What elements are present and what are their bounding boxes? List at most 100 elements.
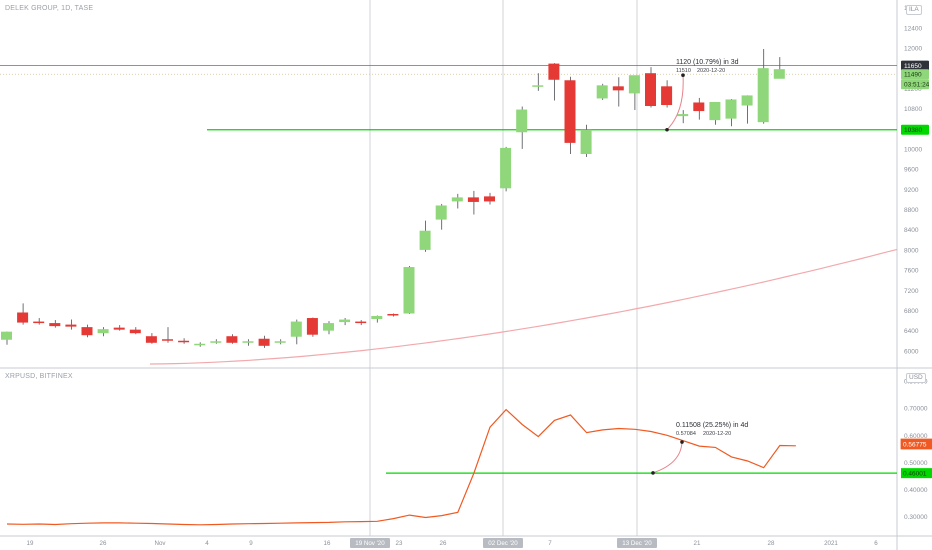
support-price-tag-bottom-bg bbox=[901, 468, 932, 479]
candle-body bbox=[242, 341, 254, 343]
moving-average-line bbox=[149, 248, 898, 365]
y-tick-label-top: 8000 bbox=[904, 247, 919, 254]
y-tick-label-bottom: 0.60000 bbox=[904, 433, 928, 440]
x-tick-label: 16 bbox=[324, 540, 331, 547]
last-price-tag: 11490 bbox=[904, 72, 922, 79]
x-tick-label: 28 bbox=[768, 540, 775, 547]
candle-body bbox=[355, 321, 367, 324]
candle-body bbox=[274, 341, 286, 343]
measure-label-bottom: 0.11508 (25.25%) in 4d bbox=[676, 422, 748, 429]
y-tick-label-top: 8400 bbox=[904, 227, 919, 234]
x-tick-label: 6 bbox=[874, 540, 878, 547]
y-tick-label-top: 10800 bbox=[904, 106, 922, 113]
projection-curve-top bbox=[666, 75, 684, 131]
x-tick-label: 21 bbox=[694, 540, 701, 547]
candle-body bbox=[81, 327, 93, 336]
measure-sublabel-value-bottom: 0.57084 bbox=[676, 431, 696, 437]
candle-body bbox=[194, 343, 206, 346]
y-tick-label-top: 6400 bbox=[904, 328, 919, 335]
y-tick-label-bottom: 0.70000 bbox=[904, 406, 928, 413]
support-price-tag-top: 10380 bbox=[904, 127, 922, 134]
measure-label-top: 1120 (10.79%) in 3d bbox=[676, 59, 739, 66]
x-tick-highlight-bg bbox=[350, 538, 390, 548]
candle-body bbox=[596, 85, 608, 99]
candle-body bbox=[628, 75, 640, 94]
candle-body bbox=[33, 321, 45, 324]
projection-curve-bottom bbox=[652, 442, 683, 474]
bottom-currency-badge: USD bbox=[906, 373, 926, 383]
measure-sublabel-date-top: 2020-12-20 bbox=[697, 68, 725, 74]
x-tick-highlight-bg bbox=[483, 538, 523, 548]
candle-body bbox=[258, 338, 270, 346]
y-tick-label-top: 12400 bbox=[904, 25, 922, 32]
candle-body bbox=[564, 80, 576, 143]
candle-body bbox=[323, 323, 334, 331]
support-price-tag-top-bg bbox=[901, 124, 929, 135]
candle-body bbox=[580, 129, 592, 154]
projection-end-dot-bottom bbox=[680, 440, 684, 444]
x-tick-label: 4 bbox=[205, 540, 209, 547]
candle-body bbox=[145, 336, 157, 343]
bottom-panel-title: XRPUSD, BITFINEX bbox=[5, 373, 73, 380]
x-tick-label: 02 Dec '20 bbox=[488, 540, 518, 547]
x-tick-label: 23 bbox=[396, 540, 403, 547]
last-price-tag-bottom: 0.56775 bbox=[903, 442, 927, 449]
candle-body bbox=[532, 85, 544, 87]
candle-body bbox=[500, 147, 512, 189]
support-price-tag-bottom: 0.46001 bbox=[903, 471, 927, 478]
candle-body bbox=[1, 331, 12, 340]
candle-body bbox=[677, 114, 689, 117]
y-tick-label-bottom: 0.50000 bbox=[904, 460, 928, 467]
candle-body bbox=[435, 205, 447, 220]
candle-body bbox=[612, 86, 624, 91]
candle-body bbox=[484, 196, 495, 202]
candle-body bbox=[419, 230, 431, 250]
x-tick-label: 19 bbox=[27, 540, 34, 547]
x-tick-label: 13 Dec '20 bbox=[622, 540, 652, 547]
last-price-tag-bg bbox=[901, 69, 929, 80]
candle-body bbox=[113, 327, 125, 330]
countdown-tag-bg bbox=[901, 79, 929, 90]
candle-body bbox=[693, 102, 705, 112]
candle-body bbox=[49, 323, 61, 327]
y-tick-label-bottom: 0.30000 bbox=[904, 514, 928, 521]
candle-body bbox=[661, 86, 673, 106]
y-tick-label-top: 7600 bbox=[904, 268, 919, 275]
candle-body bbox=[757, 68, 769, 123]
measure-sublabel-value-top: 11510 bbox=[676, 68, 691, 74]
top-currency-badge: ILA bbox=[906, 5, 922, 15]
candle-body bbox=[371, 316, 383, 320]
candle-body bbox=[162, 339, 173, 341]
top-panel-title: DELEK GROUP, 1D, TASE bbox=[5, 5, 94, 12]
x-tick-label: 9 bbox=[249, 540, 253, 547]
y-tick-label-top: 6800 bbox=[904, 308, 919, 315]
countdown-tag: 03:51:24 bbox=[904, 82, 930, 89]
y-tick-label-top: 7200 bbox=[904, 288, 919, 295]
candle-body bbox=[645, 73, 656, 107]
candle-body bbox=[178, 340, 190, 343]
candle-body bbox=[306, 318, 318, 335]
projection-start-dot-bottom bbox=[651, 471, 655, 475]
candle-body bbox=[339, 319, 351, 323]
candle-body bbox=[387, 314, 399, 316]
x-tick-label: 2021 bbox=[824, 540, 838, 547]
y-tick-label-top: 12000 bbox=[904, 45, 922, 52]
y-tick-label-top: 8800 bbox=[904, 207, 919, 214]
y-tick-label-top: 10000 bbox=[904, 146, 922, 153]
y-tick-label-top: 9600 bbox=[904, 167, 919, 174]
x-tick-highlight-bg bbox=[617, 538, 657, 548]
x-tick-label: 19 Nov '20 bbox=[355, 540, 385, 547]
hover-price-tag: 11650 bbox=[904, 63, 922, 70]
x-tick-label: 7 bbox=[548, 540, 552, 547]
y-tick-label-top: 9200 bbox=[904, 187, 919, 194]
candle-body bbox=[129, 329, 141, 334]
candle-body bbox=[210, 341, 222, 343]
candle-body bbox=[773, 69, 785, 79]
y-tick-label-bottom: 0.40000 bbox=[904, 487, 928, 494]
last-price-tag-bottom-bg bbox=[901, 439, 932, 450]
projection-end-dot-top bbox=[681, 73, 685, 77]
candle-body bbox=[97, 329, 109, 334]
candle-body bbox=[548, 63, 560, 80]
y-tick-label-top: 11200 bbox=[904, 86, 922, 93]
